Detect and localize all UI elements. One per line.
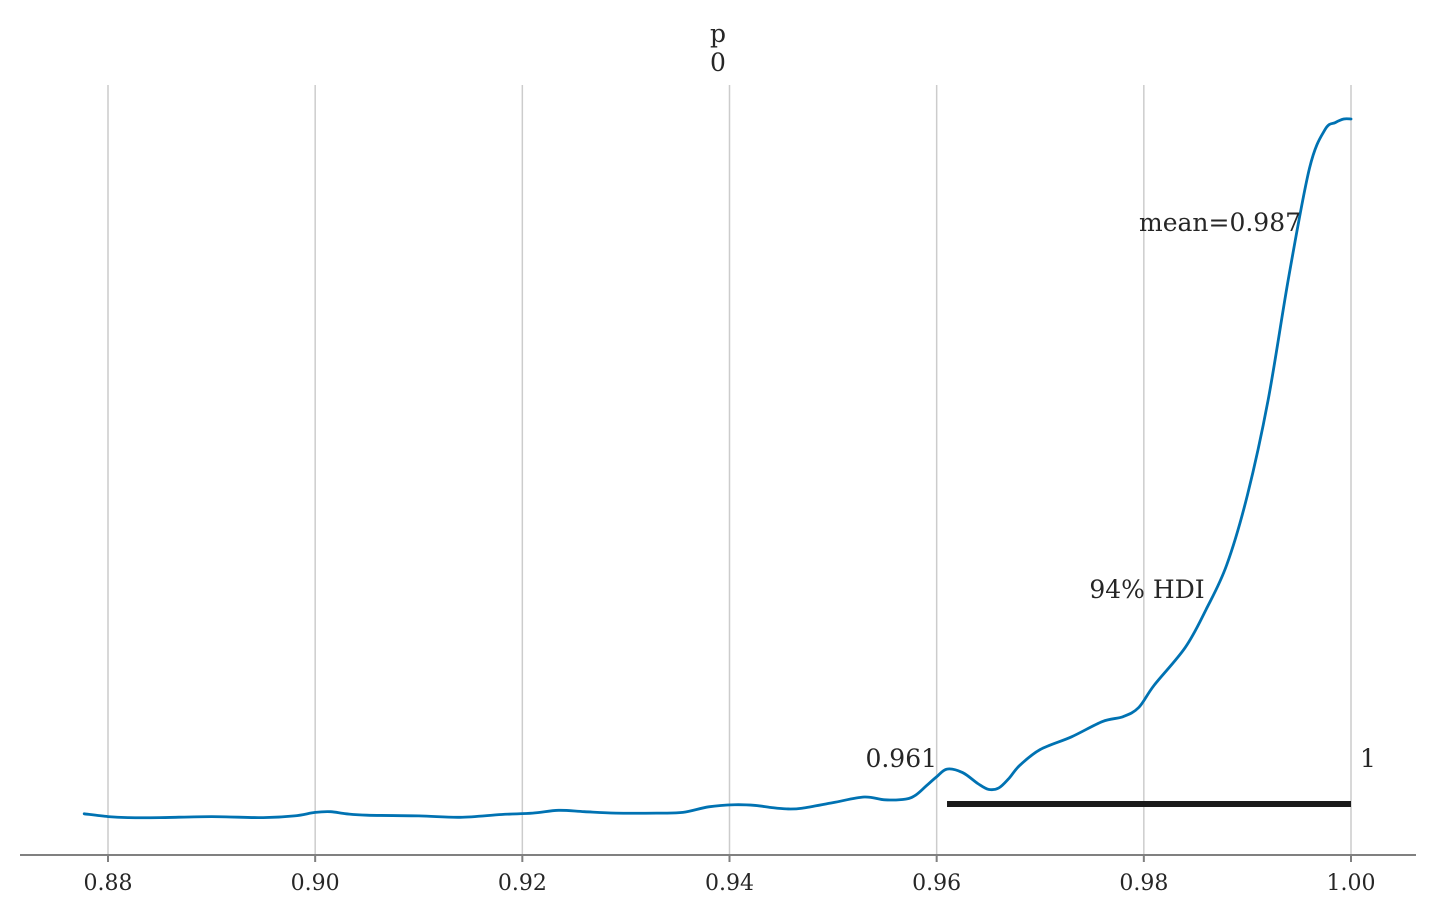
x-tick-label: 0.96 [912, 871, 961, 896]
plot-subtitle: 0 [710, 48, 726, 77]
grid-lines [107, 85, 1352, 855]
x-tick-label: 0.88 [84, 871, 133, 896]
x-tick-label: 0.98 [1119, 871, 1168, 896]
hdi-upper-label: 1 [1360, 744, 1376, 773]
hdi-lower-label: 0.961 [865, 744, 937, 773]
x-tick-label: 0.90 [291, 871, 340, 896]
hdi-label: 94% HDI [1089, 575, 1204, 604]
x-tick-label: 0.92 [498, 871, 547, 896]
x-tick-label: 1.00 [1327, 871, 1376, 896]
density-curve [82, 117, 1353, 820]
x-tick-label: 0.94 [705, 871, 754, 896]
plot-title: p [710, 19, 726, 48]
x-tick-labels: 0.88 0.90 0.92 0.94 0.96 0.98 1.00 [84, 855, 1376, 896]
mean-annotation: mean=0.987 [1139, 208, 1301, 237]
